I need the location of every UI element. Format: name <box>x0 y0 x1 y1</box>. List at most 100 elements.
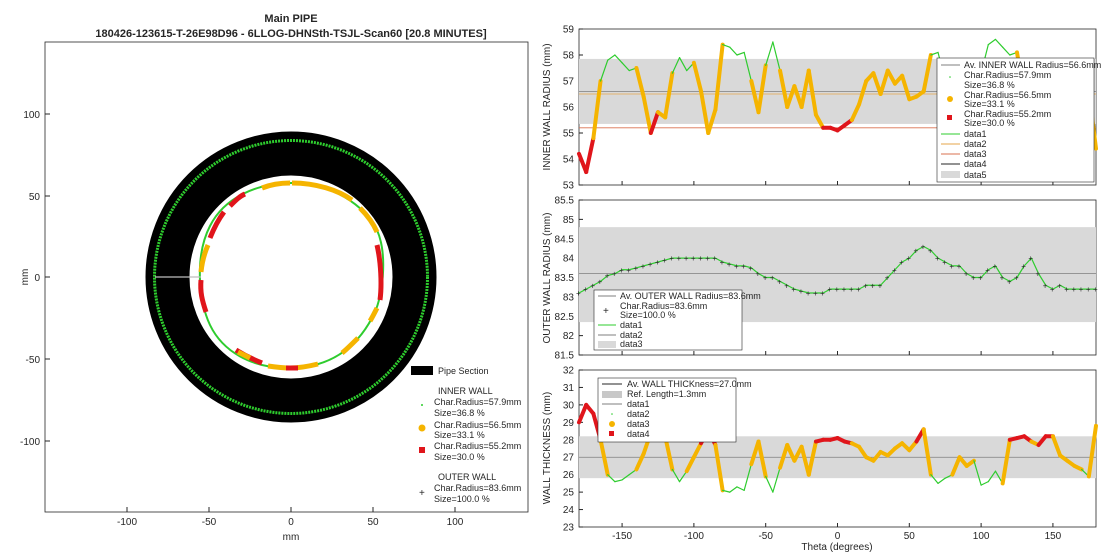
ytick-label: 53 <box>563 181 575 192</box>
ytick-label: 26 <box>563 470 575 481</box>
outer-point: + <box>698 254 703 263</box>
ytick-label: 82 <box>563 331 575 342</box>
series-segment <box>930 51 939 56</box>
ytick-label: 83 <box>563 292 575 303</box>
series-segment <box>894 261 903 271</box>
legend-text: data1 <box>627 399 650 409</box>
series-segment <box>671 56 681 74</box>
inner-red-segment <box>374 244 384 301</box>
series-segment <box>713 42 725 112</box>
series-segment <box>584 136 596 174</box>
wall-thickness-legend: Av. WALL THICKness=27.0mm Ref. Length=1.… <box>597 377 752 443</box>
series-segment <box>778 443 790 470</box>
legend-text: data4 <box>627 429 650 439</box>
outer-point: + <box>856 285 861 294</box>
series-segment <box>585 284 594 290</box>
legend-outer-wall: OUTER WALL <box>438 472 496 482</box>
legend-text: Size=30.0 % <box>434 452 485 462</box>
series-segment <box>800 290 810 294</box>
legend-swatch <box>602 391 622 398</box>
series-segment <box>691 441 704 460</box>
outer-point: + <box>641 262 646 271</box>
outer-radius-yticks: 85.5 85 84.5 84 83.5 83 82.5 82 81.5 <box>555 196 583 362</box>
outer-point: + <box>677 254 682 263</box>
series-segment <box>987 265 997 271</box>
series-segment <box>799 444 811 477</box>
series-segment <box>648 110 660 135</box>
outer-point: + <box>684 254 689 263</box>
series-segment <box>923 245 932 251</box>
pipe-section-swatch <box>411 366 433 375</box>
inner-radius-yticks: 59 58 57 56 55 54 53 <box>563 25 583 192</box>
pipe-section <box>145 131 437 423</box>
outer-point: + <box>712 254 717 263</box>
series-segment <box>765 41 774 67</box>
series-segment <box>908 249 918 259</box>
series-segment <box>849 102 862 122</box>
left-xtick-label: 100 <box>447 517 464 528</box>
legend-swatch <box>941 171 960 178</box>
outer-point: + <box>1079 285 1084 294</box>
outer-point: + <box>1028 254 1033 263</box>
outer-radius-legend: Av. OUTER WALL Radius=83.6mm + Char.Radi… <box>593 289 761 351</box>
left-legend: Pipe Section INNER WALL Char.Radius=57.9… <box>411 366 521 504</box>
outer-point: + <box>935 254 940 263</box>
outer-point: + <box>863 281 868 290</box>
series-segment <box>786 284 796 290</box>
series-segment <box>857 79 869 107</box>
outer-point: + <box>720 258 725 267</box>
series-segment <box>980 269 989 279</box>
inner-orange-marker <box>418 424 426 432</box>
series-segment <box>607 474 616 483</box>
series-segment <box>621 62 630 72</box>
series-segment <box>592 280 602 286</box>
legend-box <box>593 289 743 351</box>
legend-text: Char.Radius=57.9mm <box>434 397 521 407</box>
series-segment <box>757 273 767 279</box>
series-segment <box>699 89 711 135</box>
outer-point: + <box>612 270 617 279</box>
left-xticks: -100 -50 0 50 100 <box>117 507 464 528</box>
series-segment <box>901 257 910 263</box>
outer-point: + <box>655 258 660 267</box>
theta-xtick-label: 150 <box>1045 531 1062 542</box>
ytick-label: 85.5 <box>555 196 575 207</box>
series-segment <box>921 53 933 94</box>
left-panel: Main PIPE 180426-123615-T-26E98D96 - 6LL… <box>20 13 529 543</box>
series-segment <box>750 267 760 275</box>
inner-radius-panel: INNER WALL RADIUS (mm) 59 58 57 56 55 54 53 Av… <box>542 25 1101 192</box>
legend-text: data2 <box>964 139 987 149</box>
legend-pipe-section: Pipe Section <box>438 366 489 376</box>
ytick-label: 57 <box>563 77 575 88</box>
theta-xtick-label: -50 <box>758 531 773 542</box>
legend-swatch <box>947 115 952 120</box>
outer-point: + <box>619 266 624 275</box>
inner-orange-segment <box>358 206 380 234</box>
outer-point: + <box>734 262 739 271</box>
outer-point: + <box>992 262 997 271</box>
series-segment <box>729 486 738 493</box>
left-ytick-label: 100 <box>23 110 40 121</box>
theta-xlabel: Theta (degrees) <box>801 542 872 553</box>
series-segment <box>657 259 666 263</box>
series-segment <box>806 439 818 477</box>
series-segment <box>921 427 933 477</box>
legend-text: Size=36.8 % <box>434 408 485 418</box>
outer-point: + <box>1000 274 1005 283</box>
outer-radius-plot: + + + ++ + + + + + + + + + + + + + + + + + + + ++ + + + + + + + + + + + + + +… <box>576 227 1098 355</box>
series-segment <box>885 68 897 86</box>
series-segment <box>1002 276 1011 282</box>
outer-point: + <box>770 274 775 283</box>
theta-xtick-label: 0 <box>835 531 841 542</box>
outer-point: + <box>791 285 796 294</box>
series-segment <box>756 63 768 115</box>
outer-point: + <box>878 281 883 290</box>
legend-text: Size=100.0 % <box>434 494 490 504</box>
inner-orange-segment <box>367 306 380 323</box>
outer-point: + <box>741 262 746 271</box>
inner-green-marker <box>421 404 423 406</box>
inner-radius-ylabel: INNER WALL RADIUS (mm) <box>542 43 553 170</box>
series-segment <box>736 486 745 491</box>
series-segment <box>722 43 731 48</box>
outer-point: + <box>813 289 818 298</box>
